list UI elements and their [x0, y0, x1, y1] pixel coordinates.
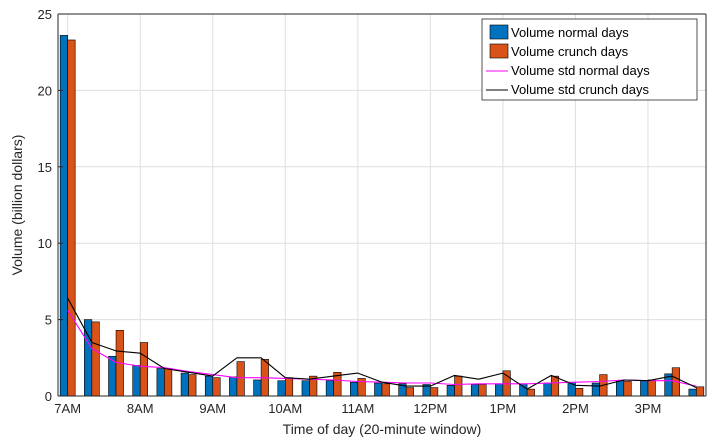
- legend-label-crunch: Volume crunch days: [511, 44, 629, 59]
- bar-normal: [277, 380, 286, 397]
- bar-normal: [470, 384, 480, 397]
- bar-crunch: [284, 377, 294, 397]
- tick-labels: 0 5 10 15 20 25 7AM 8AM 9AM 10AM 11AM 12PM 1PM 2PM 3PM: [38, 7, 662, 416]
- axes: [57, 13, 707, 397]
- bar-crunch: [575, 388, 584, 397]
- bar-crunch: [188, 374, 197, 397]
- bar-normal: [253, 379, 262, 397]
- legend: Volume normal days Volume crunch days Vo…: [481, 18, 698, 101]
- bar-normal: [132, 365, 141, 397]
- bar-crunch: [236, 361, 245, 397]
- bar-normal: [374, 382, 383, 397]
- bar-crunch: [212, 377, 221, 397]
- bar-crunch: [696, 386, 705, 397]
- x-axis-title: Time of day (20-minute window): [283, 421, 482, 437]
- bar-normal: [204, 375, 214, 397]
- bar-crunch: [164, 368, 173, 397]
- bar-crunch: [647, 379, 656, 397]
- x-tick-label: 1PM: [490, 401, 517, 416]
- bar-normal: [688, 388, 697, 397]
- bar-normal: [180, 372, 189, 397]
- x-tick-label: 10AM: [268, 401, 302, 416]
- line-std-crunch: [67, 297, 697, 390]
- y-tick-label: 5: [45, 313, 52, 328]
- bar-crunch: [405, 387, 414, 397]
- y-tick-label: 25: [38, 7, 52, 22]
- y-tick-label: 0: [45, 389, 52, 404]
- legend-label-std-crunch: Volume std crunch days: [511, 82, 650, 97]
- x-tick-label: 9AM: [199, 401, 226, 416]
- bar-crunch: [454, 375, 463, 397]
- legend-box: [481, 18, 698, 101]
- bar-crunch: [550, 375, 560, 397]
- bar-crunch: [381, 383, 390, 397]
- grid-lines: [58, 13, 706, 397]
- bar-normal: [495, 383, 504, 397]
- bar-normal: [615, 380, 625, 397]
- bar-normal: [640, 380, 649, 397]
- bar-normal: [229, 376, 238, 397]
- bar-normal: [519, 383, 528, 397]
- bar-crunch: [526, 388, 535, 397]
- y-axis-title: Volume (billion dollars): [9, 135, 25, 276]
- bar-normal: [591, 382, 600, 397]
- x-tick-label: 7AM: [54, 401, 81, 416]
- bar-normal: [325, 380, 334, 397]
- bar-crunch: [91, 321, 100, 397]
- bar-normal: [156, 368, 165, 397]
- bar-crunch: [139, 342, 149, 397]
- bar-crunch: [430, 387, 439, 397]
- y-tick-label: 20: [38, 83, 52, 98]
- x-tick-label: 2PM: [562, 401, 589, 416]
- bar-normal: [301, 380, 310, 397]
- legend-label-std-normal: Volume std normal days: [511, 63, 650, 78]
- x-tick-label: 12PM: [413, 401, 447, 416]
- legend-label-normal: Volume normal days: [511, 25, 629, 40]
- bar-normal: [59, 35, 68, 397]
- legend-swatch-normal: [489, 24, 509, 40]
- bar-crunch: [478, 384, 487, 397]
- y-tick-label: 10: [38, 236, 52, 251]
- x-tick-label: 11AM: [341, 401, 374, 416]
- bar-normal: [543, 382, 552, 397]
- x-tick-label: 8AM: [127, 401, 154, 416]
- line-series: [67, 297, 697, 390]
- x-tick-label: 3PM: [635, 401, 662, 416]
- legend-swatch-crunch: [489, 43, 509, 59]
- bar-crunch: [623, 381, 632, 397]
- bar-normal: [446, 385, 455, 397]
- bar-crunch: [67, 39, 76, 397]
- bar-normal: [350, 381, 359, 397]
- y-tick-label: 15: [38, 160, 52, 175]
